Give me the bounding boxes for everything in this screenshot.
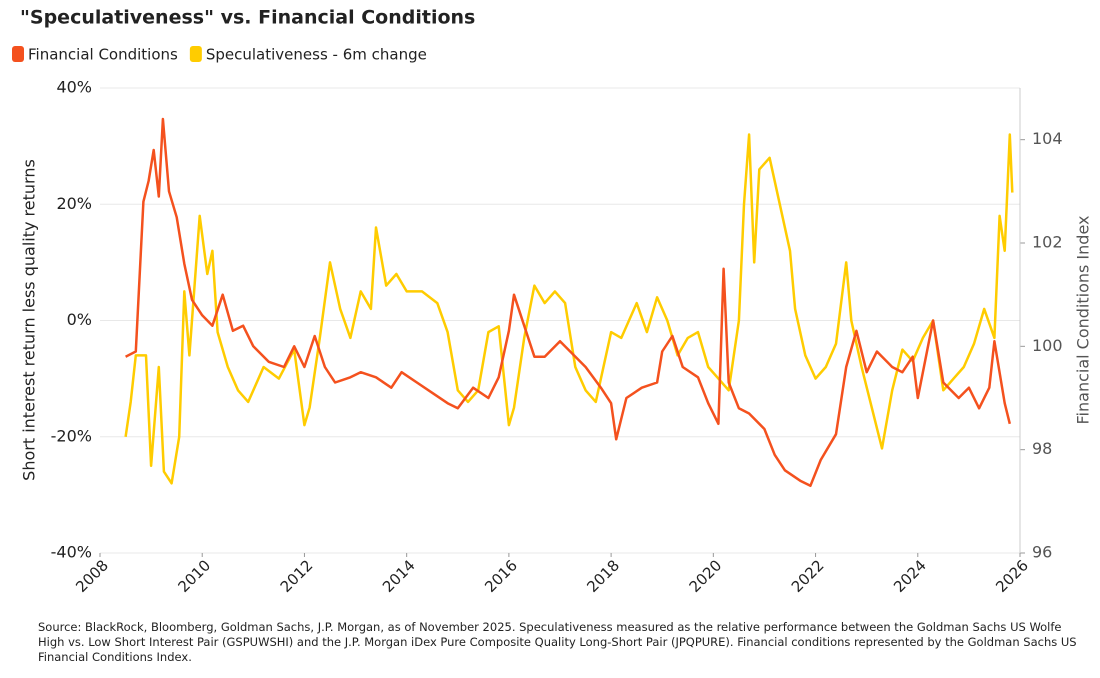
y2-tick-label: 100 bbox=[1032, 336, 1063, 355]
y-tick-label: -40% bbox=[51, 543, 92, 562]
y-tick-label: -20% bbox=[51, 426, 92, 445]
x-tick-label: 2022 bbox=[788, 556, 828, 596]
legend-label: Speculativeness - 6m change bbox=[206, 46, 427, 64]
legend-swatch bbox=[12, 46, 24, 62]
chart-title: "Speculativeness" vs. Financial Conditio… bbox=[20, 7, 475, 29]
x-tick-label: 2026 bbox=[992, 556, 1032, 596]
y-axis-label: Short interest return less quality retur… bbox=[20, 159, 39, 481]
chart: "Speculativeness" vs. Financial Conditio… bbox=[12, 7, 1093, 596]
y2-tick-label: 102 bbox=[1032, 233, 1063, 252]
y2-axis-label: Financial Conditions Index bbox=[1074, 216, 1093, 425]
x-tick-label: 2014 bbox=[379, 556, 419, 596]
y-tick-label: 0% bbox=[67, 310, 92, 329]
legend-label: Financial Conditions bbox=[28, 46, 178, 64]
x-tick-label: 2008 bbox=[72, 556, 112, 596]
y2-tick-label: 96 bbox=[1032, 543, 1052, 562]
footnote: Source: BlackRock, Bloomberg, Goldman Sa… bbox=[38, 620, 1077, 664]
y2-tick-label: 104 bbox=[1032, 129, 1063, 148]
y-tick-label: 40% bbox=[56, 78, 92, 97]
x-tick-label: 2012 bbox=[277, 556, 317, 596]
x-tick-label: 2024 bbox=[890, 556, 930, 596]
legend-swatch bbox=[189, 46, 202, 62]
line-series bbox=[125, 117, 1012, 488]
y2-tick-label: 98 bbox=[1032, 439, 1052, 458]
x-tick-label: 2020 bbox=[686, 556, 726, 596]
x-tick-label: 2018 bbox=[583, 556, 623, 596]
x-tick-label: 2010 bbox=[175, 556, 215, 596]
line-series bbox=[124, 133, 1014, 485]
y-tick-label: 20% bbox=[56, 194, 92, 213]
x-tick-label: 2016 bbox=[481, 556, 521, 596]
